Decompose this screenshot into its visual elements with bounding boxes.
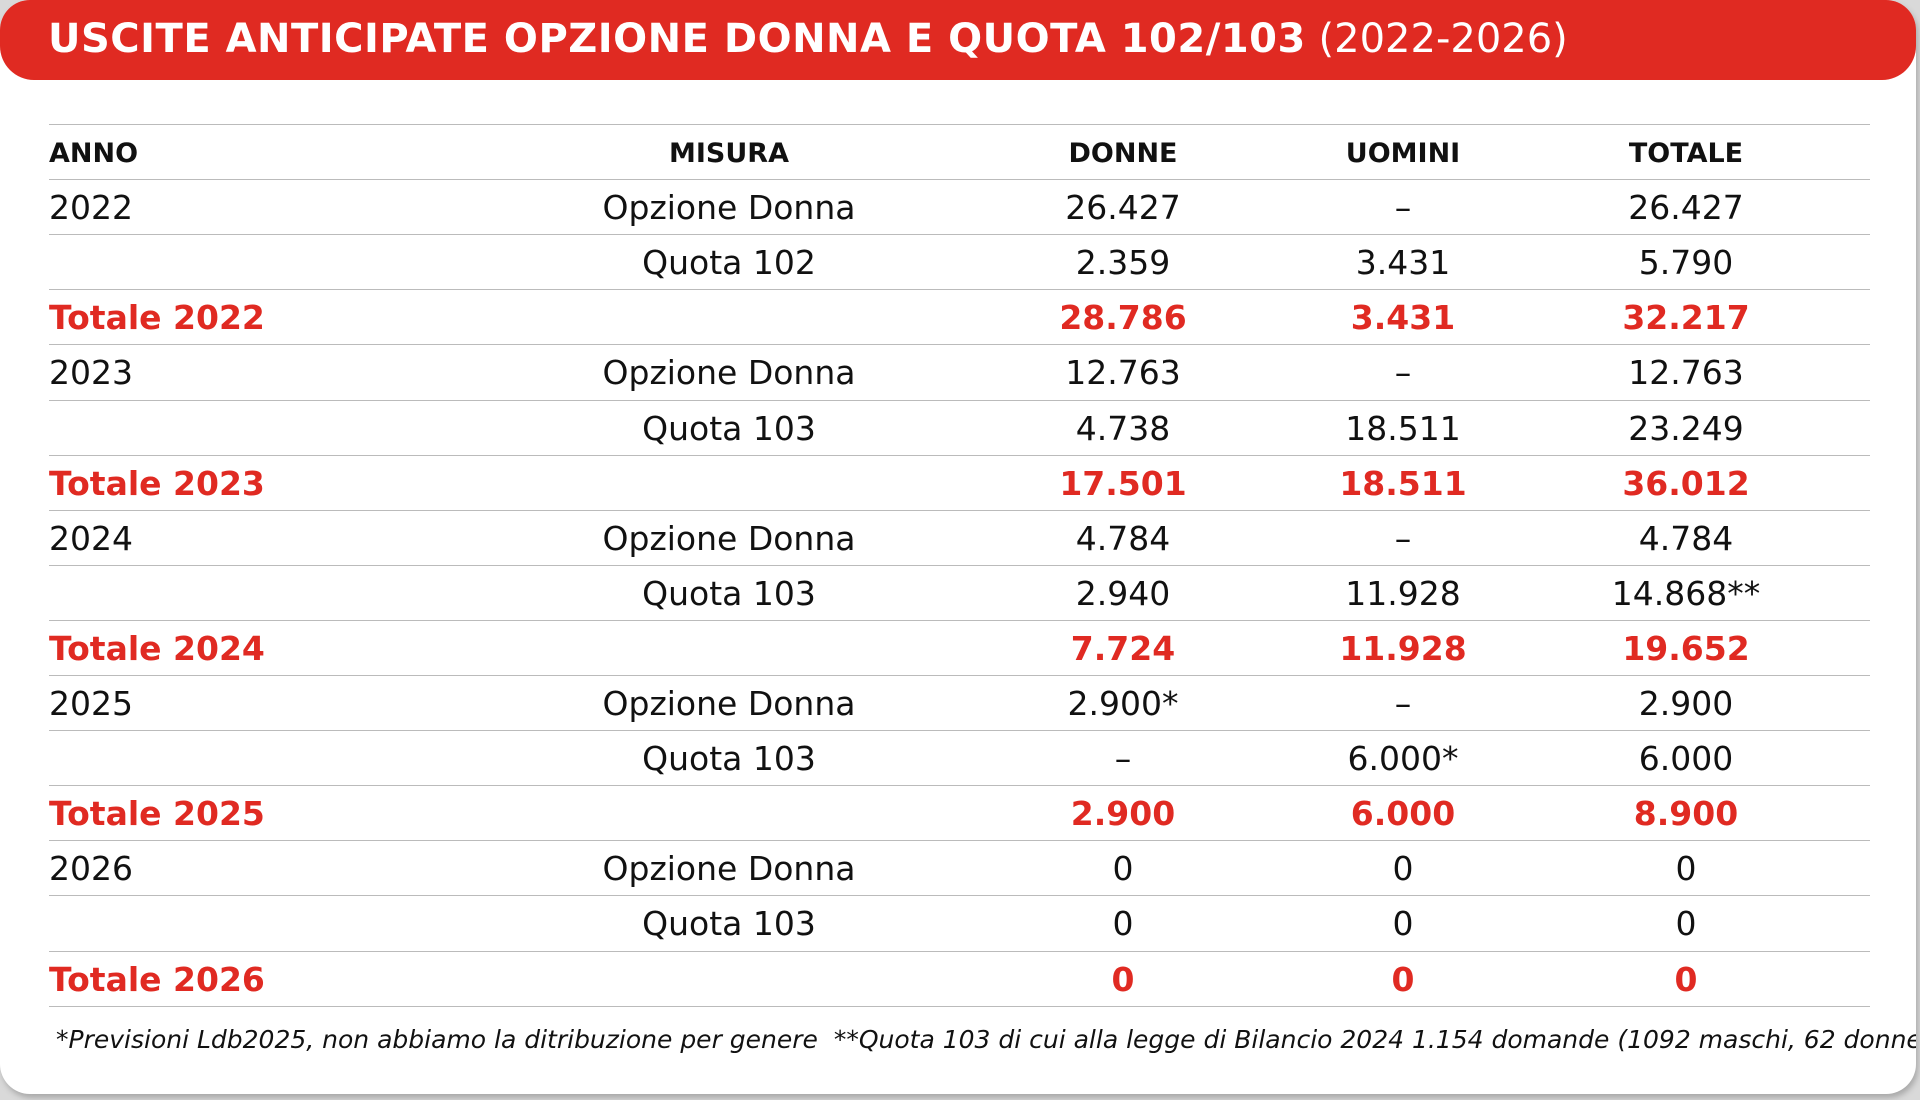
cell: Opzione Donna <box>602 849 856 889</box>
cell: Totale 2025 <box>49 794 265 834</box>
cell: 6.000 <box>1350 794 1456 834</box>
cell: 0 <box>1391 959 1415 999</box>
cell: – <box>1394 518 1412 558</box>
cell: 28.786 <box>1059 298 1187 338</box>
cell: 0 <box>1112 904 1134 944</box>
total-row: Totale 2022 28.786 3.431 32.217 <box>49 289 1870 345</box>
header: USCITE ANTICIPATE OPZIONE DONNA E QUOTA … <box>48 16 1568 62</box>
table-row: Quota 103 0 0 0 <box>49 895 1870 951</box>
cell: Totale 2026 <box>49 959 265 999</box>
cell: Quota 102 <box>642 243 816 283</box>
cell: ANNO <box>49 138 139 169</box>
cell: 2.359 <box>1075 243 1171 283</box>
cell: 2.900 <box>1638 684 1734 723</box>
cell: 0 <box>1392 849 1414 889</box>
cell: 0 <box>1674 959 1698 999</box>
cell: – <box>1394 684 1412 723</box>
cell: 2022 <box>49 188 133 228</box>
cell: Quota 103 <box>642 904 816 944</box>
total-row: Totale 2023 17.501 18.511 36.012 <box>49 454 1870 511</box>
cell: – <box>1114 739 1132 779</box>
cell: 5.790 <box>1638 243 1734 283</box>
total-row: Totale 2025 2.900 6.000 8.900 <box>49 785 1870 841</box>
cell: MISURA <box>669 138 789 169</box>
subtitle: (2022-2026) <box>1318 16 1568 62</box>
cell: 0 <box>1675 849 1697 889</box>
cell: 4.738 <box>1075 408 1171 448</box>
cell: 2.900* <box>1067 684 1179 723</box>
cell: 18.511 <box>1339 463 1467 503</box>
cell: 11.928 <box>1345 573 1461 613</box>
cell: Totale 2023 <box>49 463 265 503</box>
cell: Opzione Donna <box>602 353 856 393</box>
cell: 2025 <box>49 684 133 723</box>
cell: – <box>1394 353 1412 393</box>
rule <box>49 1005 1870 1007</box>
table-row: Quota 103 2.940 11.928 14.868** <box>49 564 1870 621</box>
cell: 2.900 <box>1070 794 1176 834</box>
total-row: Totale 2026 0 0 0 <box>49 950 1870 1007</box>
table-row: Quota 103 4.738 18.511 23.249 <box>49 399 1870 456</box>
cell: 32.217 <box>1622 298 1750 338</box>
cell: 26.427 <box>1065 188 1181 228</box>
table-row: Quota 103 – 6.000* 6.000 <box>49 730 1870 786</box>
table-row: 2025 Opzione Donna 2.900* – 2.900 <box>49 675 1870 731</box>
cell: DONNE <box>1068 138 1178 169</box>
header-band: USCITE ANTICIPATE OPZIONE DONNA E QUOTA … <box>0 0 1916 80</box>
cell: 18.511 <box>1345 408 1461 448</box>
cell: 2024 <box>49 518 133 558</box>
cell: 12.763 <box>1628 353 1744 393</box>
cell: Totale 2022 <box>49 298 265 338</box>
cell: 2023 <box>49 353 133 393</box>
cell: – <box>1394 188 1412 228</box>
cell: 8.900 <box>1633 794 1739 834</box>
cell: 19.652 <box>1622 628 1750 668</box>
cell: 6.000 <box>1638 739 1734 779</box>
cell: Opzione Donna <box>602 518 856 558</box>
cell: 6.000* <box>1347 739 1459 779</box>
cell: Quota 103 <box>642 408 816 448</box>
cell: Totale 2024 <box>49 628 265 668</box>
cell: 11.928 <box>1339 628 1467 668</box>
cell: 36.012 <box>1622 463 1750 503</box>
total-row: Totale 2024 7.724 11.928 19.652 <box>49 619 1870 676</box>
cell: 26.427 <box>1628 188 1744 228</box>
cell: Quota 103 <box>642 573 816 613</box>
cell: 7.724 <box>1070 628 1176 668</box>
table-row: 2023 Opzione Donna 12.763 – 12.763 <box>49 344 1870 400</box>
cell: 4.784 <box>1075 518 1171 558</box>
footnote: *Previsioni Ldb2025, non abbiamo la ditr… <box>56 1025 1916 1054</box>
cell: 0 <box>1392 904 1414 944</box>
table-row: 2022 Opzione Donna 26.427 – 26.427 <box>49 179 1870 235</box>
cell: UOMINI <box>1345 138 1461 169</box>
title: USCITE ANTICIPATE OPZIONE DONNA E QUOTA … <box>48 16 1306 62</box>
cell: 0 <box>1111 959 1135 999</box>
table-row: 2026 Opzione Donna 0 0 0 <box>49 840 1870 896</box>
cell: 0 <box>1675 904 1697 944</box>
cell: Opzione Donna <box>602 684 856 723</box>
table-row: 2024 Opzione Donna 4.784 – 4.784 <box>49 509 1870 566</box>
cell: Quota 103 <box>642 739 816 779</box>
header-row: ANNO MISURA DONNE UOMINI TOTALE <box>49 124 1870 180</box>
cell: 2026 <box>49 849 133 889</box>
cell: TOTALE <box>1628 138 1744 169</box>
cell: Opzione Donna <box>602 188 856 228</box>
cell: 14.868** <box>1611 573 1761 613</box>
cell: 4.784 <box>1638 518 1734 558</box>
cell: 3.431 <box>1350 298 1456 338</box>
cell: 23.249 <box>1628 408 1744 448</box>
cell: 3.431 <box>1355 243 1451 283</box>
cell: 12.763 <box>1065 353 1181 393</box>
cell: 0 <box>1112 849 1134 889</box>
cell: 17.501 <box>1059 463 1187 503</box>
cell: 2.940 <box>1075 573 1171 613</box>
table-row: Quota 102 2.359 3.431 5.790 <box>49 234 1870 290</box>
